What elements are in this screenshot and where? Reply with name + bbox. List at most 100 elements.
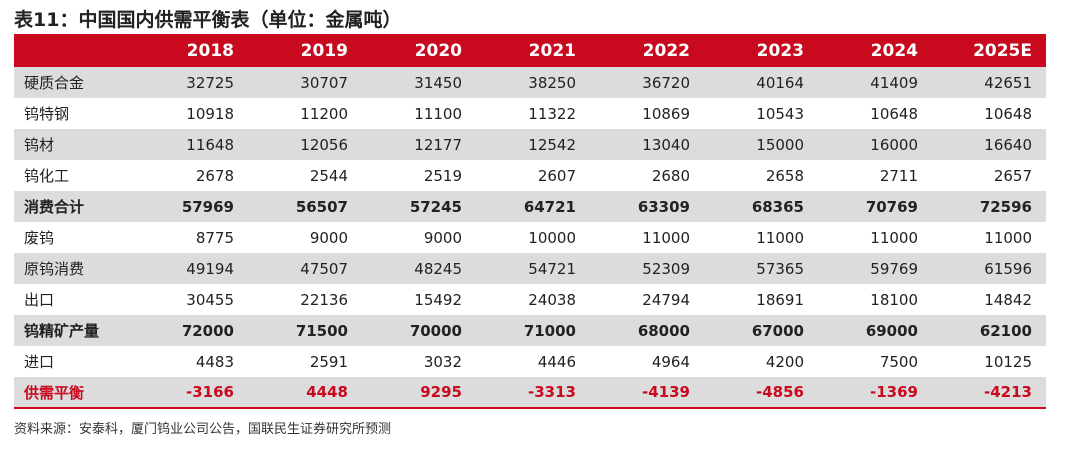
cell: -4856 <box>756 383 804 401</box>
cell: 11000 <box>642 228 690 247</box>
cell: 72596 <box>979 197 1032 216</box>
table-row: 硬质合金 32725 30707 31450 38250 36720 40164… <box>14 67 1046 98</box>
cell: 11322 <box>528 104 576 123</box>
cell: 2678 <box>195 166 234 185</box>
row-label: 供需平衡 <box>24 383 85 402</box>
cell: 10648 <box>984 104 1032 123</box>
cell: 38250 <box>528 73 576 92</box>
cell: 3032 <box>423 352 462 371</box>
cell: 32725 <box>186 73 234 92</box>
row-label: 原钨消费 <box>24 260 85 278</box>
table-row: 原钨消费 49194 47507 48245 54721 52309 57365… <box>14 253 1046 284</box>
cell: 14842 <box>984 290 1032 309</box>
cell: 11200 <box>300 104 348 123</box>
table-title: 表11：中国国内供需平衡表（单位：金属吨） <box>14 9 402 31</box>
row-label: 出口 <box>24 291 55 309</box>
cell: 7500 <box>879 352 918 371</box>
cell: 2544 <box>309 166 348 185</box>
cell: 57969 <box>181 197 234 216</box>
cell: 47507 <box>300 259 348 278</box>
header-corner <box>14 34 134 67</box>
header-year: 2019 <box>300 40 348 61</box>
cell: 41409 <box>870 73 918 92</box>
cell: 2680 <box>651 166 690 185</box>
cell: 40164 <box>756 73 804 92</box>
table-row: 消费合计 57969 56507 57245 64721 63309 68365… <box>14 191 1046 222</box>
cell: 31450 <box>414 73 462 92</box>
cell: 10000 <box>528 228 576 247</box>
cell: 22136 <box>300 290 348 309</box>
header-year: 2024 <box>870 40 918 61</box>
cell: 4446 <box>537 352 576 371</box>
cell: -3166 <box>186 383 234 401</box>
cell: 36720 <box>642 73 690 92</box>
cell: 10648 <box>870 104 918 123</box>
header-year: 2023 <box>756 40 804 61</box>
table-row: 钨特钢 10918 11200 11100 11322 10869 10543 … <box>14 98 1046 129</box>
cell: -3313 <box>528 383 576 401</box>
cell: 11100 <box>414 104 462 123</box>
source-note: 资料来源：安泰科，厦门钨业公司公告，国联民生证券研究所预测 <box>14 422 392 437</box>
cell: 63309 <box>637 197 690 216</box>
cell: 30455 <box>186 290 234 309</box>
cell: 11000 <box>756 228 804 247</box>
header-year: 2020 <box>414 40 462 61</box>
cell: 11000 <box>984 228 1032 247</box>
table-row: 进口 4483 2591 3032 4446 4964 4200 7500 10… <box>14 346 1046 377</box>
cell: 52309 <box>642 259 690 278</box>
cell: 49194 <box>186 259 234 278</box>
row-label: 钨精矿产量 <box>24 322 100 340</box>
cell: 12542 <box>528 135 576 154</box>
cell: 4964 <box>651 352 690 371</box>
header-year: 2022 <box>642 40 690 61</box>
cell: 68365 <box>751 197 804 216</box>
cell: 24038 <box>528 290 576 309</box>
cell: 48245 <box>414 259 462 278</box>
row-label: 废钨 <box>24 229 55 247</box>
cell: 2607 <box>537 166 576 185</box>
cell: 9295 <box>420 383 462 401</box>
cell: 64721 <box>523 197 576 216</box>
balance-row: 供需平衡 -3166 4448 9295 -3313 -4139 -4856 -… <box>14 377 1046 408</box>
cell: -4139 <box>642 383 690 401</box>
cell: 18100 <box>870 290 918 309</box>
supply-demand-table: 2018 2019 2020 2021 2022 2023 2024 2025E… <box>14 34 1046 409</box>
cell: 2657 <box>993 166 1032 185</box>
cell: 56507 <box>295 197 348 216</box>
table-row: 钨化工 2678 2544 2519 2607 2680 2658 2711 2… <box>14 160 1046 191</box>
table-row: 废钨 8775 9000 9000 10000 11000 11000 1100… <box>14 222 1046 253</box>
cell: 10125 <box>984 352 1032 371</box>
row-label: 消费合计 <box>24 198 85 216</box>
cell: 10918 <box>186 104 234 123</box>
cell: 70769 <box>865 197 918 216</box>
cell: 70000 <box>409 321 462 340</box>
header-row: 2018 2019 2020 2021 2022 2023 2024 2025E <box>14 34 1046 67</box>
cell: 54721 <box>528 259 576 278</box>
cell: 57245 <box>409 197 462 216</box>
row-label: 钨化工 <box>24 167 70 185</box>
header-year: 2025E <box>973 40 1032 61</box>
cell: 16640 <box>984 135 1032 154</box>
cell: 15492 <box>414 290 462 309</box>
cell: 10543 <box>756 104 804 123</box>
cell: 2591 <box>309 352 348 371</box>
cell: 4200 <box>765 352 804 371</box>
cell: 18691 <box>756 290 804 309</box>
header-year: 2021 <box>528 40 576 61</box>
cell: 2658 <box>765 166 804 185</box>
cell: 24794 <box>642 290 690 309</box>
table-row: 钨精矿产量 72000 71500 70000 71000 68000 6700… <box>14 315 1046 346</box>
cell: 2711 <box>879 166 918 185</box>
cell: 67000 <box>751 321 804 340</box>
header-year: 2018 <box>186 40 234 61</box>
cell: 11648 <box>186 135 234 154</box>
row-label: 硬质合金 <box>24 74 85 92</box>
cell: 71500 <box>295 321 348 340</box>
cell: 57365 <box>756 259 804 278</box>
cell: 61596 <box>984 259 1032 278</box>
cell: 71000 <box>523 321 576 340</box>
cell: -1369 <box>870 383 918 401</box>
cell: 8775 <box>195 228 234 247</box>
cell: 16000 <box>870 135 918 154</box>
cell: 9000 <box>309 228 348 247</box>
